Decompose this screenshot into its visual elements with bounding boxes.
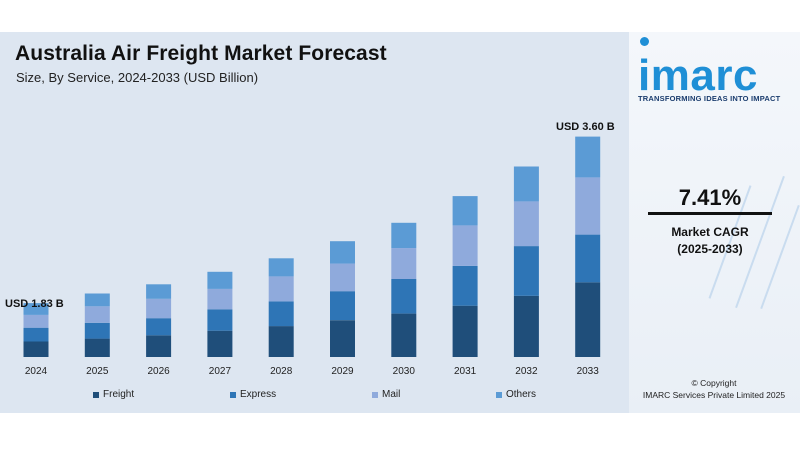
callout-end-value: USD 3.60 B <box>556 121 615 133</box>
legend-label-freight: Freight <box>103 389 135 400</box>
bar-segment-express-2030 <box>391 279 417 314</box>
bar-segment-mail-2033 <box>575 177 601 235</box>
bar-segment-express-2027 <box>207 309 233 331</box>
cagr-divider <box>648 212 772 215</box>
x-tick-label-2030: 2030 <box>393 366 416 377</box>
bar-segment-others-2024 <box>23 303 49 315</box>
bar-segment-others-2031 <box>452 196 478 226</box>
x-tick-label-2031: 2031 <box>454 366 477 377</box>
bar-segment-express-2025 <box>84 322 110 339</box>
info-panel: imarc TRANSFORMING IDEAS INTO IMPACT 7.4… <box>629 32 800 413</box>
imarc-logo: imarc <box>638 51 758 100</box>
cagr-label-block: Market CAGR (2025-2033) <box>629 224 791 258</box>
bar-segment-freight-2032 <box>513 295 539 357</box>
x-tick-label-2024: 2024 <box>25 366 48 377</box>
chart-title: Australia Air Freight Market Forecast <box>15 42 387 65</box>
bar-segment-express-2024 <box>23 327 49 342</box>
bar-segment-freight-2026 <box>146 335 172 357</box>
stacked-bar-chart: 2024 2025 2026 2027 2028 2029 2030 2031 2032 2033… <box>5 121 615 377</box>
bar-segment-express-2033 <box>575 234 601 283</box>
legend-item-freight: Freight <box>93 389 134 400</box>
bar-segment-mail-2027 <box>207 288 233 310</box>
bar-segment-freight-2027 <box>207 330 233 357</box>
bar-segment-freight-2028 <box>268 326 294 357</box>
x-tick-label-2033: 2033 <box>577 366 600 377</box>
x-tick-label-2025: 2025 <box>86 366 109 377</box>
bar-segment-freight-2033 <box>575 282 601 357</box>
bar-segment-mail-2031 <box>452 225 478 266</box>
bar-segment-mail-2032 <box>513 201 539 247</box>
copyright-block: © Copyright IMARC Services Private Limit… <box>629 377 799 401</box>
legend-item-others: Others <box>496 389 536 400</box>
legend-swatch-others <box>496 391 502 398</box>
legend-label-mail: Mail <box>382 389 401 400</box>
bar-segment-express-2031 <box>452 265 478 306</box>
x-tick-label-2027: 2027 <box>209 366 232 377</box>
bar-segment-freight-2024 <box>23 341 49 357</box>
legend-item-express: Express <box>230 389 276 400</box>
x-tick-label-2029: 2029 <box>331 366 354 377</box>
bar-segment-freight-2031 <box>452 305 478 357</box>
bar-segment-freight-2029 <box>330 320 355 357</box>
bar-segment-others-2026 <box>146 284 172 299</box>
cagr-value: 7.41% <box>678 185 742 210</box>
bar-segment-mail-2029 <box>330 263 355 292</box>
legend-label-express: Express <box>240 389 277 400</box>
cagr-label: Market CAGR <box>671 225 749 239</box>
legend-swatch-express <box>230 391 236 398</box>
x-tick-label-2032: 2032 <box>515 366 538 377</box>
bar-segment-express-2026 <box>146 318 172 336</box>
bar-segment-express-2029 <box>330 291 355 321</box>
bar-segment-others-2030 <box>391 222 417 249</box>
legend-swatch-freight <box>93 391 99 398</box>
bar-segment-mail-2024 <box>23 314 49 328</box>
chart-legend: Freight Express Mail Others <box>0 389 629 405</box>
bar-segment-others-2032 <box>513 166 539 202</box>
bar-segment-express-2028 <box>268 301 294 327</box>
bar-segment-mail-2028 <box>268 276 294 302</box>
chart-subtitle: Size, By Service, 2024-2033 (USD Billion… <box>16 70 259 85</box>
bar-segment-freight-2030 <box>391 313 417 357</box>
legend-label-others: Others <box>506 389 537 400</box>
bar-segment-mail-2030 <box>391 248 417 279</box>
copyright-text: © Copyright <box>691 378 737 388</box>
bar-segment-mail-2026 <box>146 298 172 319</box>
bar-segment-others-2033 <box>575 136 601 178</box>
bar-segment-express-2032 <box>513 246 539 296</box>
chart-panel: Australia Air Freight Market Forecast Si… <box>0 32 629 413</box>
bar-segment-others-2027 <box>207 271 233 289</box>
company-name: IMARC Services Private Limited 2025 <box>642 390 786 400</box>
cagr-period: (2025-2033) <box>677 242 743 256</box>
bar-segment-freight-2025 <box>84 338 110 357</box>
logo-dot <box>640 37 649 46</box>
bar-segment-others-2025 <box>84 293 110 307</box>
bar-segment-others-2028 <box>268 258 294 277</box>
callout-start-value: USD 1.83 B <box>5 298 64 310</box>
brand-tagline: TRANSFORMING IDEAS INTO IMPACT <box>638 94 781 103</box>
bar-segment-others-2029 <box>330 241 355 264</box>
legend-item-mail: Mail <box>372 389 400 400</box>
bar-segment-mail-2025 <box>84 306 110 323</box>
x-tick-label-2028: 2028 <box>270 366 293 377</box>
x-tick-label-2026: 2026 <box>147 366 170 377</box>
legend-swatch-mail <box>372 391 378 398</box>
